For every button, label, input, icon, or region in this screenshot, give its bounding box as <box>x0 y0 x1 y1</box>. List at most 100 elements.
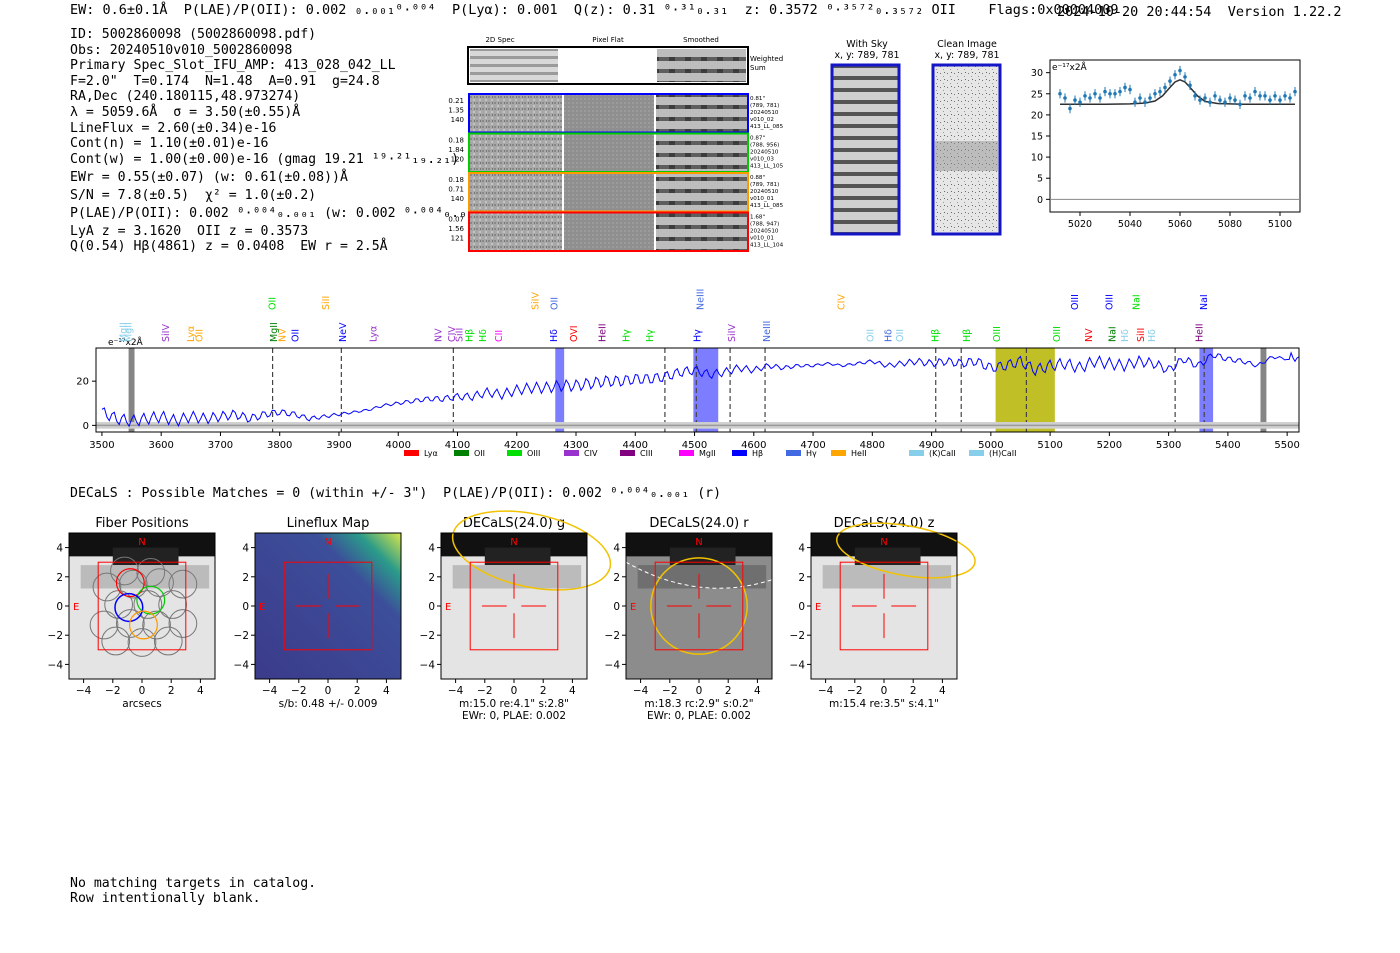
data-point <box>1103 89 1107 94</box>
x-tick-label: 4000 <box>386 440 411 451</box>
cutout-stat: 0.71 <box>448 186 464 194</box>
line-label: Hδ <box>1120 329 1131 342</box>
line-label: OIII <box>1052 326 1063 342</box>
y-tick-label: 0 <box>428 601 435 613</box>
y-tick-label: −4 <box>605 659 621 671</box>
line-label: Lyα <box>186 326 197 342</box>
x-tick-label: 4700 <box>800 440 825 451</box>
panel-xlabel: m:18.3 rc:2.9" s:0.2" <box>644 698 753 710</box>
shaded-region <box>128 348 135 432</box>
x-tick-label: 0 <box>511 685 518 697</box>
line-label: SiIV <box>531 292 542 310</box>
line-label: Hγ <box>693 329 704 342</box>
row-frame <box>468 211 749 252</box>
row-smoothed <box>656 133 747 172</box>
with-sky-coords: x, y: 789, 781 <box>834 50 899 61</box>
legend-swatch <box>679 450 694 456</box>
line-label: OIII <box>1104 294 1115 310</box>
line-label: OII <box>291 329 302 342</box>
line-label: OIII <box>1070 294 1081 310</box>
data-point <box>1138 96 1142 100</box>
line-label: HeII <box>598 323 609 342</box>
cutout-meta: 20240510 <box>750 150 779 156</box>
x-tick-label: 4 <box>754 685 761 697</box>
row-smoothed <box>656 173 747 212</box>
y-tick-label: 10 <box>1031 153 1043 164</box>
line-label: Hγ <box>645 329 656 342</box>
weighted-label: Weighted <box>750 55 783 63</box>
x-tick-label: 4 <box>383 685 390 697</box>
fiber <box>92 572 122 602</box>
north-label: N <box>880 537 887 548</box>
x-tick-label: 2 <box>168 685 175 697</box>
y-tick-label: 0 <box>1037 195 1043 206</box>
data-point <box>1113 91 1117 96</box>
fit-ylabel: e⁻¹⁷x2Å <box>1052 61 1088 73</box>
line-label: OIII <box>992 326 1003 342</box>
bright-source <box>112 547 179 566</box>
x-tick-label: 5400 <box>1215 440 1240 451</box>
x-tick-label: 2 <box>725 685 732 697</box>
data-point <box>1078 100 1082 105</box>
legend-label: (K)CaII <box>929 449 956 458</box>
data-point <box>1133 100 1137 105</box>
panel-xlabel: m:15.4 re:3.5" s:4.1" <box>829 698 939 710</box>
row-2dspec <box>470 133 562 172</box>
line-label: Hβ <box>931 329 942 342</box>
line-label: Hδ <box>549 329 560 342</box>
x-tick-label: 5080 <box>1218 219 1242 230</box>
data-point <box>1093 91 1097 96</box>
legend-label: (H)CaII <box>989 449 1016 458</box>
data-point <box>1058 91 1062 96</box>
cutout-stat: 0.21 <box>448 97 464 105</box>
spectra-cutouts: 2D Spec Pixel Flat Smoothed Weighted Sum… <box>448 36 784 252</box>
y-tick-label: 0 <box>798 601 805 613</box>
y-tick-label: −4 <box>48 659 64 671</box>
line-label: Hδ <box>1147 329 1158 342</box>
x-tick-label: −4 <box>262 685 278 697</box>
cutout-meta: 413_LL_085 <box>750 203 784 209</box>
line-label: OVI <box>569 325 580 342</box>
source-ellipse <box>836 522 976 579</box>
info-line: ID: 5002860098 (5002860098.pdf) <box>70 27 317 42</box>
y-tick-label: 2 <box>242 572 249 584</box>
data-point <box>1183 75 1187 79</box>
cutout-meta: 413_LL_085 <box>750 124 784 130</box>
cutout-meta: 20240510 <box>750 229 779 235</box>
row-smoothed <box>656 94 747 133</box>
data-point <box>1068 106 1072 111</box>
y-tick-label: 2 <box>613 572 620 584</box>
lineflux-image <box>255 533 401 679</box>
x-tick-label: −2 <box>105 685 120 697</box>
data-point <box>1168 79 1172 83</box>
y-tick-label: −4 <box>420 659 436 671</box>
line-label: NaI <box>1199 294 1210 310</box>
east-label: E <box>815 602 821 613</box>
y-tick-label: 30 <box>1031 68 1043 79</box>
x-tick-label: 0 <box>696 685 703 697</box>
line-label: NeIII <box>762 321 773 342</box>
data-point <box>1098 96 1102 100</box>
row-2dspec <box>470 94 562 133</box>
x-tick-label: −4 <box>76 685 92 697</box>
fit-frame <box>1049 59 1301 213</box>
line-label: NV <box>278 328 289 342</box>
fiber-red <box>115 568 145 598</box>
legend-label: CIII <box>640 449 653 458</box>
line-label: HeII <box>1194 323 1205 342</box>
data-point <box>1228 96 1232 100</box>
bright-source <box>669 547 736 566</box>
info-line: EWr = 0.55(±0.07) (w: 0.61(±0.08))Å <box>70 169 348 185</box>
data-point <box>1193 94 1197 98</box>
x-tick-label: 5100 <box>1037 440 1062 451</box>
fiber <box>101 626 131 656</box>
x-tick-label: 5200 <box>1097 440 1122 451</box>
panel-xlabel: arcsecs <box>122 698 161 710</box>
detection-info: ID: 5002860098 (5002860098.pdf) Obs: 202… <box>70 27 491 255</box>
data-point <box>1208 100 1212 105</box>
y-tick-label: −4 <box>234 659 250 671</box>
cutout-meta: 0.88" <box>750 175 765 181</box>
line-label: SiII <box>454 328 465 342</box>
